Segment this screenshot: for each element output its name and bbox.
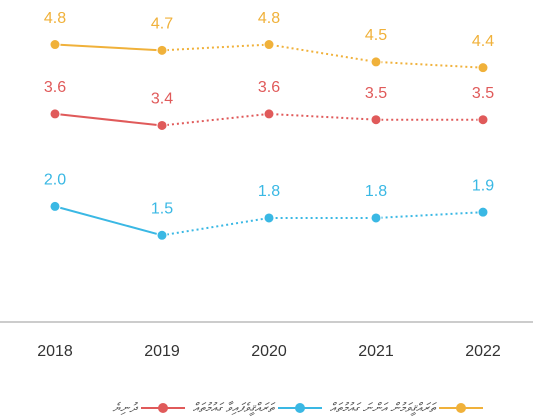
- value-label: 1.5: [151, 201, 173, 218]
- legend-dot: [294, 403, 305, 413]
- legend-dot: [157, 403, 168, 413]
- value-label: 1.9: [472, 177, 494, 194]
- value-label: 4.8: [44, 10, 66, 27]
- value-label: 1.8: [365, 183, 387, 200]
- line-solid: [54, 205, 163, 237]
- point: [370, 212, 382, 224]
- point: [49, 108, 61, 120]
- point: [263, 39, 275, 51]
- line-solid: [54, 43, 163, 52]
- chart: 2018 2019 2020 2021 2022 4.8 4.7 4.8 4.5 4.4 3.6 3.…: [0, 10, 533, 360]
- point: [156, 44, 168, 56]
- point: [263, 212, 275, 224]
- value-label: 3.6: [44, 79, 66, 96]
- legend-item: ދުނިޔެ: [112, 400, 185, 416]
- x-tick-label: 2020: [251, 343, 287, 360]
- value-label: 4.8: [258, 10, 280, 27]
- legend-item: ތަރައްޤީވެފައިވާ ގައުމުތައް: [193, 400, 322, 416]
- value-label: 3.5: [472, 85, 494, 102]
- line-solid: [54, 112, 163, 127]
- point: [477, 114, 489, 126]
- line-dotted: [161, 43, 484, 69]
- line-dotted: [161, 211, 484, 237]
- value-label: 4.5: [365, 27, 387, 44]
- value-label: 3.5: [365, 85, 387, 102]
- legend-marker: [277, 403, 322, 413]
- legend-label: ދުނިޔެ: [112, 400, 137, 415]
- point: [156, 119, 168, 131]
- value-label: 2.0: [44, 172, 66, 189]
- point: [49, 200, 61, 212]
- point: [477, 62, 489, 74]
- point: [370, 56, 382, 68]
- value-label: 4.4: [472, 33, 494, 50]
- legend-dot: [456, 403, 466, 413]
- line-dotted: [161, 112, 483, 127]
- x-tick-label: 2021: [358, 343, 394, 360]
- value-label: 4.7: [151, 16, 173, 33]
- point: [263, 108, 275, 120]
- legend-marker: [140, 403, 185, 413]
- legend-item: ތަރައްޤީވަމުން އަންނަ ގައުމުތައް: [330, 400, 483, 416]
- value-label: 3.4: [151, 91, 173, 108]
- legend-label: ތަރައްޤީވަމުން އަންނަ ގައުމުތައް: [329, 400, 435, 415]
- x-tick-label: 2019: [144, 343, 180, 360]
- point: [477, 206, 489, 218]
- legend-label: ތަރައްޤީވެފައިވާ ގައުމުތައް: [192, 400, 274, 415]
- value-label: 1.8: [258, 183, 280, 200]
- x-tick-label: 2018: [37, 343, 73, 360]
- value-label: 3.6: [258, 79, 280, 96]
- x-tick-label: 2022: [465, 343, 501, 360]
- legend-marker: [439, 403, 483, 413]
- point: [370, 114, 382, 126]
- point: [156, 229, 168, 241]
- legend: ތަރައްޤީވަމުން އަންނަ ގައުމުތައް ތަރައްޤީ…: [112, 396, 483, 420]
- point: [49, 39, 61, 51]
